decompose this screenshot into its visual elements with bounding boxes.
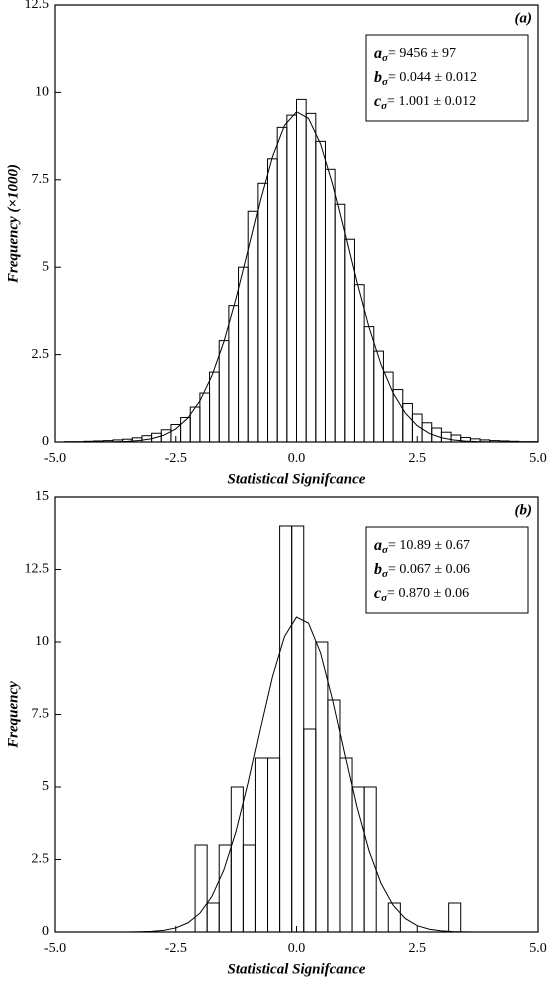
param-subscript: σ <box>382 52 389 64</box>
histogram-bar <box>206 902 220 933</box>
y-axis-label: Frequency <box>5 681 21 749</box>
histogram-bar <box>291 525 305 933</box>
param-text: bσ= 0.067 ± 0.06 <box>374 561 470 580</box>
histogram-bar <box>279 525 293 933</box>
y-axis-label: Frequency (×1000) <box>5 164 21 284</box>
x-tick-label: -2.5 <box>165 451 187 466</box>
histogram-bar <box>392 389 404 443</box>
param-box <box>365 526 529 614</box>
y-tick-label: 0 <box>42 924 49 939</box>
panel-label: (a) <box>515 10 533 26</box>
param-value: = 1.001 ± 0.012 <box>387 94 476 109</box>
histogram-bar <box>228 305 240 443</box>
histogram-bar <box>363 786 377 933</box>
y-tick-label: 10 <box>35 634 49 649</box>
x-tick-label: -5.0 <box>44 451 66 466</box>
histogram-bar <box>440 431 452 443</box>
y-tick-label: 2.5 <box>32 852 50 867</box>
histogram-bar <box>387 902 401 933</box>
histogram-bar <box>276 126 288 443</box>
param-symbol: c <box>374 585 381 602</box>
param-value: = 10.89 ± 0.67 <box>388 538 470 553</box>
histogram-bar <box>286 114 297 443</box>
param-symbol: a <box>374 537 382 554</box>
histogram-bar <box>242 844 256 933</box>
histogram-bar <box>351 786 365 933</box>
fit-curve <box>55 616 538 933</box>
param-subscript: σ <box>381 100 388 112</box>
y-tick-label: 12.5 <box>25 562 50 577</box>
param-subscript: σ <box>382 76 389 88</box>
y-tick-label: 12.5 <box>25 0 50 12</box>
y-tick-label: 15 <box>35 489 49 504</box>
histogram-bar <box>254 757 269 933</box>
param-symbol: c <box>374 93 381 110</box>
param-subscript: σ <box>381 592 388 604</box>
y-tick-label: 7.5 <box>32 707 50 722</box>
param-symbol: b <box>374 69 382 86</box>
x-tick-label: 0.0 <box>288 941 306 956</box>
param-text: cσ= 1.001 ± 0.012 <box>374 93 476 112</box>
y-tick-label: 10 <box>35 85 49 100</box>
param-text: bσ= 0.044 ± 0.012 <box>374 69 477 88</box>
histogram-bar <box>339 757 353 933</box>
histogram-bar <box>363 326 375 443</box>
histogram-bar <box>296 98 307 443</box>
histogram-bar <box>218 340 230 443</box>
y-tick-label: 0 <box>42 434 49 449</box>
x-tick-label: 2.5 <box>409 451 427 466</box>
histogram-bar <box>334 203 346 443</box>
y-tick-label: 5 <box>42 259 49 274</box>
x-tick-label: -2.5 <box>165 941 187 956</box>
histogram-bar <box>344 238 355 443</box>
histogram-bar <box>448 902 462 933</box>
fit-curve <box>55 111 538 443</box>
histogram-bar <box>315 140 326 443</box>
histogram-bar <box>305 112 317 443</box>
param-subscript: σ <box>382 568 389 580</box>
param-subscript: σ <box>382 544 389 556</box>
histogram-bar <box>194 844 208 933</box>
x-tick-label: 5.0 <box>529 451 547 466</box>
histogram-bar <box>353 284 365 443</box>
histogram-bar <box>209 371 220 443</box>
param-value: = 0.044 ± 0.012 <box>388 70 477 85</box>
param-text: aσ= 10.89 ± 0.67 <box>374 537 470 556</box>
param-box <box>365 34 529 122</box>
param-text: cσ= 0.870 ± 0.06 <box>374 585 469 604</box>
y-tick-label: 5 <box>42 779 49 794</box>
histogram-bar <box>267 757 281 933</box>
param-symbol: b <box>374 561 382 578</box>
histogram-bar <box>324 168 336 443</box>
param-value: = 9456 ± 97 <box>388 46 456 61</box>
histogram-bar <box>267 158 278 443</box>
param-text: aσ= 9456 ± 97 <box>374 45 456 64</box>
histogram-bar <box>180 417 191 443</box>
histogram-bar <box>199 392 211 443</box>
param-value: = 0.870 ± 0.06 <box>387 586 469 601</box>
x-tick-label: -5.0 <box>44 941 66 956</box>
x-tick-label: 5.0 <box>529 941 547 956</box>
panel-label: (b) <box>515 502 533 518</box>
histogram-bar <box>327 699 341 933</box>
histogram-bar <box>238 266 249 443</box>
histogram-bar <box>373 350 384 443</box>
y-tick-label: 2.5 <box>32 347 50 362</box>
param-symbol: a <box>374 45 382 62</box>
histogram-bar <box>315 641 329 933</box>
histogram-bar <box>402 403 413 443</box>
x-tick-label: 0.0 <box>288 451 306 466</box>
histogram-bar <box>303 728 317 933</box>
histogram-bar <box>218 844 232 933</box>
param-value: = 0.067 ± 0.06 <box>388 562 470 577</box>
histogram-bar <box>257 182 269 443</box>
y-tick-label: 7.5 <box>32 172 50 187</box>
x-axis-label: Statistical Signifcance <box>228 471 366 487</box>
x-axis-label: Statistical Signifcance <box>228 961 366 977</box>
x-tick-label: 2.5 <box>409 941 427 956</box>
